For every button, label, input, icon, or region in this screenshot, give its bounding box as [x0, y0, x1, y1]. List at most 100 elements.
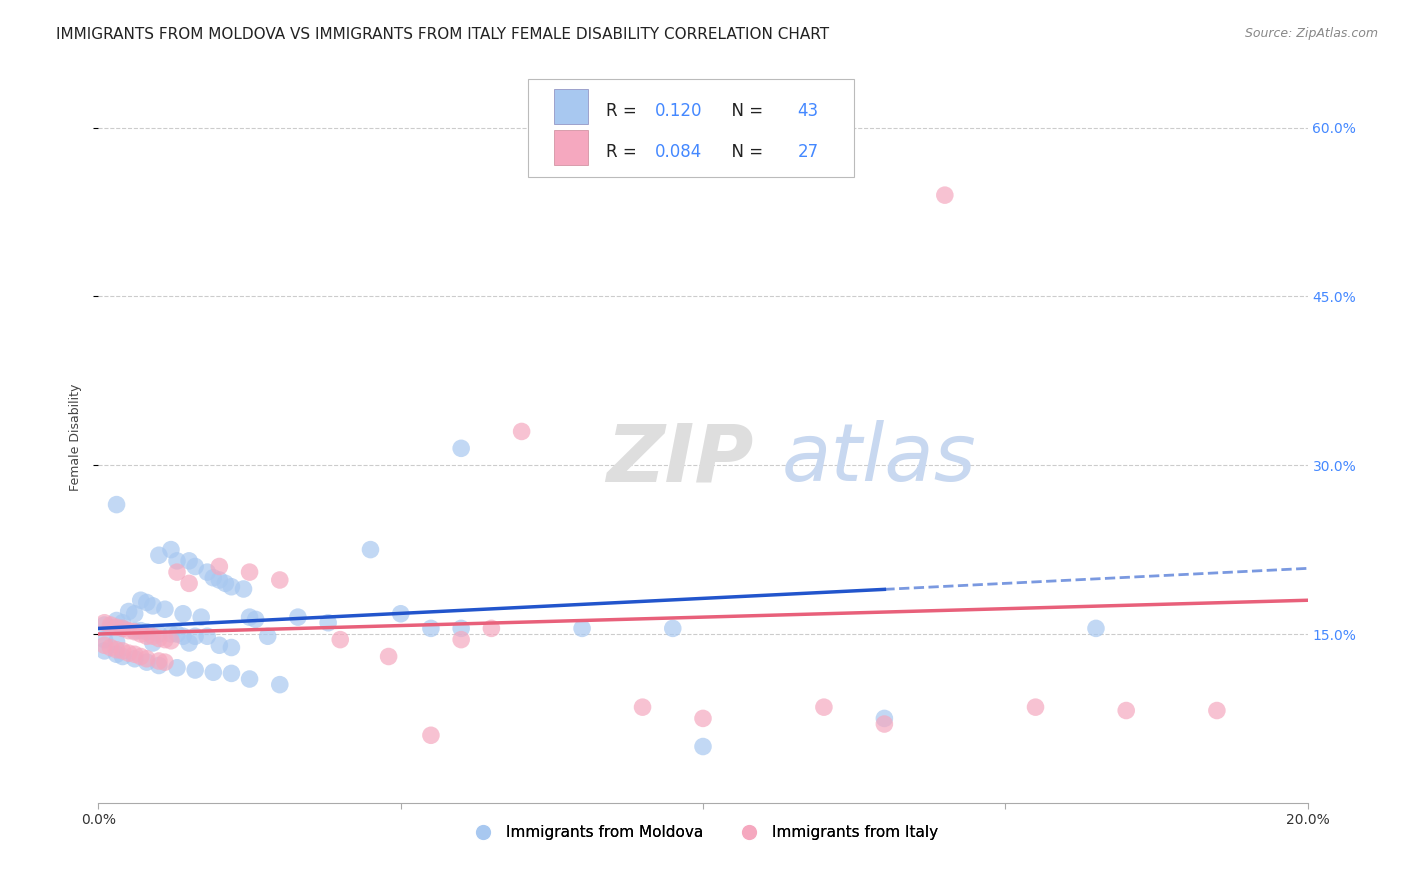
Point: [692, 711, 714, 725]
Point: [142, 636, 165, 650]
Point: [148, 548, 170, 562]
Point: [360, 542, 382, 557]
Point: [118, 624, 141, 638]
Point: [129, 649, 152, 664]
Point: [135, 652, 157, 666]
Point: [111, 621, 134, 635]
Point: [166, 565, 188, 579]
Point: [118, 605, 141, 619]
Point: [93, 618, 115, 632]
Point: [135, 629, 157, 643]
Point: [129, 624, 152, 638]
Text: IMMIGRANTS FROM MOLDOVA VS IMMIGRANTS FROM ITALY FEMALE DISABILITY CORRELATION C: IMMIGRANTS FROM MOLDOVA VS IMMIGRANTS FR…: [56, 27, 830, 42]
Point: [160, 627, 183, 641]
Point: [124, 624, 146, 639]
Point: [934, 188, 956, 202]
Point: [1085, 621, 1108, 635]
Point: [124, 624, 146, 638]
FancyBboxPatch shape: [527, 78, 855, 178]
Text: 27: 27: [797, 143, 818, 161]
Text: 43: 43: [797, 103, 818, 120]
Point: [179, 576, 201, 591]
Point: [571, 621, 593, 635]
Point: [420, 728, 443, 742]
Point: [631, 700, 654, 714]
Point: [172, 629, 194, 643]
Point: [153, 655, 176, 669]
Point: [166, 661, 188, 675]
Point: [129, 593, 152, 607]
Point: [269, 573, 291, 587]
Point: [316, 615, 339, 630]
Point: [190, 610, 212, 624]
Point: [214, 576, 236, 591]
Point: [420, 621, 443, 635]
Y-axis label: Female Disability: Female Disability: [69, 384, 82, 491]
Point: [160, 542, 183, 557]
Point: [256, 629, 278, 643]
Text: atlas: atlas: [782, 420, 976, 498]
Point: [184, 629, 207, 643]
Point: [195, 565, 218, 579]
Point: [100, 618, 122, 632]
Point: [105, 642, 128, 657]
Point: [287, 610, 309, 624]
Point: [135, 624, 157, 639]
Point: [153, 632, 176, 647]
Point: [93, 632, 115, 647]
Point: [172, 607, 194, 621]
Point: [202, 571, 225, 585]
Point: [100, 620, 122, 634]
Point: [692, 739, 714, 754]
Point: [184, 663, 207, 677]
Point: [105, 647, 128, 661]
Point: [105, 620, 128, 634]
Point: [221, 580, 243, 594]
Point: [202, 665, 225, 680]
Point: [93, 644, 115, 658]
Point: [873, 711, 896, 725]
Point: [124, 647, 146, 661]
Point: [245, 612, 267, 626]
Point: [105, 498, 128, 512]
Text: 0.084: 0.084: [655, 143, 702, 161]
Point: [450, 442, 472, 456]
Point: [510, 425, 533, 439]
Point: [195, 629, 218, 643]
Point: [813, 700, 835, 714]
Point: [160, 633, 183, 648]
Point: [450, 632, 472, 647]
Point: [124, 607, 146, 621]
Point: [93, 638, 115, 652]
Point: [105, 614, 128, 628]
Point: [135, 595, 157, 609]
Text: ZIP: ZIP: [606, 420, 754, 498]
Point: [329, 632, 352, 647]
Point: [166, 554, 188, 568]
Text: 0.120: 0.120: [655, 103, 702, 120]
Point: [100, 640, 122, 655]
Point: [93, 615, 115, 630]
Point: [148, 654, 170, 668]
Point: [179, 636, 201, 650]
Point: [208, 638, 231, 652]
Point: [111, 615, 134, 630]
Point: [1206, 704, 1229, 718]
Point: [111, 649, 134, 664]
FancyBboxPatch shape: [554, 89, 588, 124]
Text: R =: R =: [606, 143, 643, 161]
Point: [105, 635, 128, 649]
Point: [208, 559, 231, 574]
Point: [135, 655, 157, 669]
Text: R =: R =: [606, 103, 643, 120]
Point: [208, 573, 231, 587]
FancyBboxPatch shape: [554, 129, 588, 165]
Legend: Immigrants from Moldova, Immigrants from Italy: Immigrants from Moldova, Immigrants from…: [461, 819, 945, 847]
Point: [111, 621, 134, 635]
Point: [873, 717, 896, 731]
Point: [377, 649, 399, 664]
Point: [111, 644, 134, 658]
Point: [179, 554, 201, 568]
Point: [239, 565, 262, 579]
Point: [481, 621, 503, 635]
